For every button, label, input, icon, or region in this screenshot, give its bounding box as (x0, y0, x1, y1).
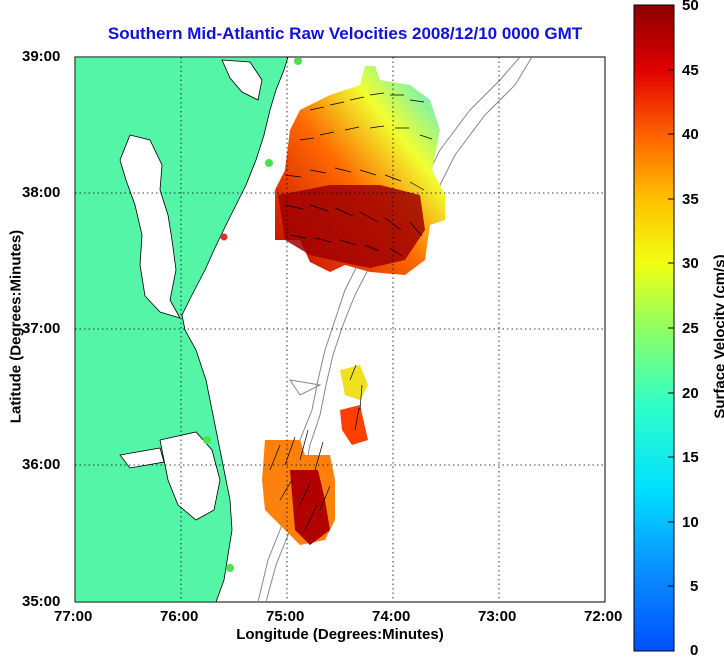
station-marker (203, 436, 211, 444)
station-marker (226, 564, 234, 572)
y-tick-label: 37:00 (22, 320, 61, 337)
x-tick-label: 75:00 (266, 608, 305, 625)
colorbar-label: Surface Velocity (cm/s) (711, 254, 724, 419)
colorbar-tick-label: 5 (690, 578, 699, 595)
x-tick-label: 72:00 (584, 608, 623, 625)
y-tick-label: 35:00 (22, 593, 61, 610)
albemarle-sound (119, 447, 165, 469)
colorbar-tick-label: 50 (682, 0, 699, 14)
grid-lines (75, 57, 605, 602)
y-tick-label: 39:00 (22, 48, 61, 65)
x-axis-label: Longitude (Degrees:Minutes) (236, 626, 444, 643)
chesapeake-bay (119, 134, 181, 319)
colorbar-tick-label: 0 (690, 642, 699, 659)
station-marker (220, 233, 228, 241)
velocity-vectors (269, 92, 433, 531)
x-tick-label: 76:00 (160, 608, 199, 625)
colorbar-tick-label: 10 (682, 514, 699, 531)
velocity-patch-south-east (340, 365, 368, 400)
y-tick-label: 38:00 (22, 184, 61, 201)
station-marker (265, 159, 273, 167)
velocity-core-north (278, 185, 425, 268)
colorbar-tick-label: 25 (682, 320, 699, 337)
colorbar-tick-label: 15 (682, 449, 699, 466)
colorbar-tick-label: 45 (682, 62, 699, 79)
radar-stations (203, 57, 302, 572)
y-tick-label: 36:00 (22, 456, 61, 473)
colorbar (633, 4, 675, 652)
pamlico-sound (159, 431, 221, 521)
x-tick-label: 73:00 (478, 608, 517, 625)
velocity-patch-south-east-2 (340, 405, 368, 445)
colorbar-tick-label: 20 (682, 385, 699, 402)
colorbar-tick-label: 30 (682, 255, 699, 272)
x-tick-label: 74:00 (372, 608, 411, 625)
velocity-core-south (290, 470, 330, 545)
colorbar-tick-label: 35 (682, 191, 699, 208)
y-axis-label: Latitude (Degrees:Minutes) (7, 229, 25, 424)
delaware-bay (221, 59, 263, 101)
colorbar-tick-label: 40 (682, 126, 699, 143)
x-tick-label: 77:00 (54, 608, 93, 625)
map-title: Southern Mid-Atlantic Raw Velocities 200… (107, 24, 583, 43)
colorbar-ticks (668, 4, 674, 587)
station-marker (294, 57, 302, 65)
